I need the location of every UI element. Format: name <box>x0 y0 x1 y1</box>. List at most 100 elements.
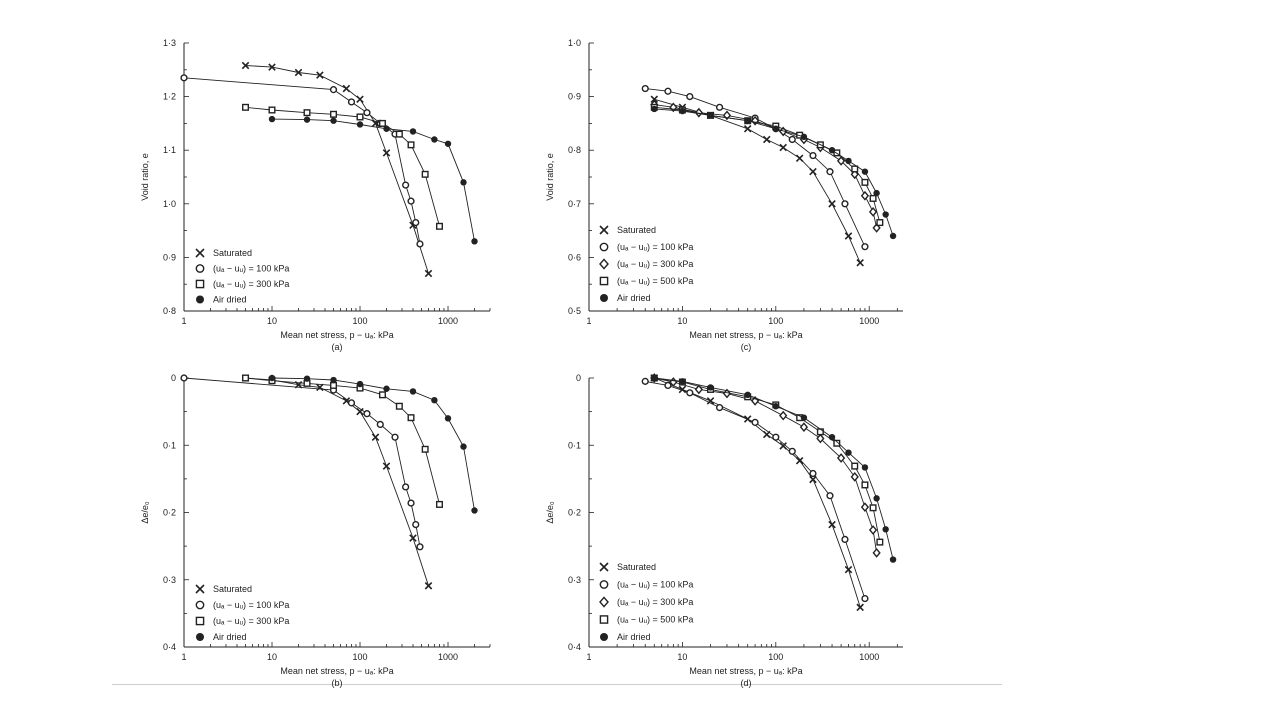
data-point <box>772 125 780 132</box>
x-marker-icon <box>779 442 787 450</box>
open-circle-marker-icon <box>416 543 424 551</box>
data-series <box>268 115 478 245</box>
y-tick-label: 0·3 <box>163 575 176 585</box>
x-marker-icon <box>762 135 771 144</box>
data-point <box>412 218 420 227</box>
filled-circle-marker-icon <box>460 179 467 186</box>
data-point <box>836 453 846 463</box>
data-point <box>402 181 410 189</box>
legend-item: Saturated <box>195 584 252 594</box>
legend-marker <box>196 295 204 304</box>
x-marker-icon <box>241 61 250 70</box>
data-point <box>641 84 649 93</box>
data-point <box>382 462 391 470</box>
data-series <box>242 374 443 508</box>
data-point <box>651 105 658 113</box>
data-point <box>845 449 852 456</box>
filled-circle-marker-icon <box>268 115 276 123</box>
open-circle-marker-icon <box>861 594 869 603</box>
data-point <box>444 415 452 422</box>
filled-circle-marker-icon <box>873 495 880 502</box>
filled-circle-marker-icon <box>356 121 364 128</box>
filled-circle-marker-icon <box>444 415 452 422</box>
data-point <box>356 113 364 121</box>
y-tick-label: 0·8 <box>568 145 581 155</box>
data-point <box>856 258 864 267</box>
y-tick-label: 0·9 <box>568 92 581 102</box>
open-square-marker-icon <box>435 222 443 230</box>
legend-label: (uₐ − uᵤ) = 100 kPa <box>617 580 693 590</box>
chart-panel-d: 1 10 100 1000 0 0·1 0·2 0·3 0·4 Mean net stress, … <box>545 373 903 688</box>
data-point <box>751 418 759 426</box>
x-tick-label: 100 <box>768 316 783 326</box>
data-point <box>435 222 443 230</box>
open-diamond-marker-icon <box>860 502 870 513</box>
filled-circle-marker-icon <box>772 403 780 410</box>
x-tick-label: 100 <box>768 652 783 662</box>
legend-label: (uₐ − uᵤ) = 500 kPa <box>617 615 693 625</box>
data-point <box>412 521 420 529</box>
filled-circle-marker-icon <box>744 117 751 124</box>
open-circle-marker-icon <box>347 98 356 106</box>
data-point <box>471 507 478 514</box>
data-point <box>330 381 338 389</box>
data-point <box>706 397 715 405</box>
filled-circle-marker-icon <box>800 133 808 140</box>
data-point <box>694 384 703 395</box>
legend-item: Saturated <box>195 248 252 258</box>
open-diamond-marker-icon <box>872 223 881 233</box>
open-circle-marker-icon <box>416 240 424 248</box>
data-point <box>800 133 808 140</box>
data-point <box>861 168 869 175</box>
filled-circle-marker-icon <box>845 157 852 165</box>
x-marker-icon <box>809 167 817 176</box>
x-marker-icon <box>809 475 817 484</box>
open-circle-marker-icon <box>715 103 724 111</box>
legend-marker <box>600 294 608 302</box>
data-point <box>395 402 403 410</box>
data-point <box>788 447 796 455</box>
x-marker-icon <box>856 603 864 612</box>
filled-circle-marker-icon <box>861 464 869 471</box>
x-marker-icon <box>844 565 853 574</box>
data-point <box>826 168 834 176</box>
open-circle-marker-icon <box>641 377 649 385</box>
filled-circle-marker-icon <box>707 384 714 391</box>
x-tick-label: 10 <box>677 316 687 326</box>
legend-item: (uₐ − uᵤ) = 300 kPa <box>195 616 289 626</box>
series-line <box>654 377 881 543</box>
data-point <box>303 116 311 123</box>
data-point <box>347 399 356 407</box>
open-circle-marker-icon <box>664 381 672 389</box>
x-tick-label: 10 <box>267 316 277 326</box>
data-point <box>679 107 686 115</box>
legend-item: (uₐ − uᵤ) = 100 kPa <box>599 242 693 252</box>
series-line <box>183 77 421 245</box>
legend-label: Air dried <box>617 293 651 303</box>
filled-circle-marker-icon <box>303 116 311 123</box>
open-diamond-marker-icon <box>868 206 878 217</box>
series-line <box>645 380 866 599</box>
open-circle-marker-icon <box>391 433 399 441</box>
legend-marker <box>599 596 609 608</box>
legend-label: (uₐ − uᵤ) = 300 kPa <box>213 616 289 626</box>
data-point <box>779 442 787 450</box>
x-marker-icon <box>743 124 752 133</box>
x-tick-label: 100 <box>352 652 367 662</box>
open-diamond-marker-icon <box>816 433 825 444</box>
y-tick-label: 1·3 <box>163 38 176 48</box>
legend-item: Air dried <box>196 295 247 305</box>
data-series <box>650 99 881 233</box>
x-marker-icon <box>424 582 433 590</box>
open-square-marker-icon <box>421 170 429 178</box>
filled-circle-marker-icon <box>828 147 836 154</box>
filled-circle-marker-icon <box>471 238 478 245</box>
open-square-marker-icon <box>851 165 859 173</box>
legend-marker <box>600 633 608 641</box>
legend-item: (uₐ − uᵤ) = 300 kPa <box>195 279 289 289</box>
open-square-marker-icon <box>407 414 415 422</box>
data-point <box>294 68 303 77</box>
data-point <box>416 240 424 248</box>
data-point <box>383 125 390 132</box>
